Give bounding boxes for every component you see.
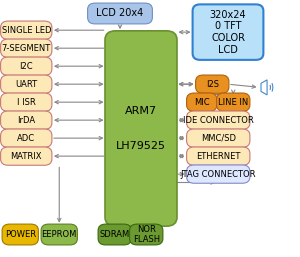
FancyBboxPatch shape xyxy=(1,39,52,57)
FancyBboxPatch shape xyxy=(98,224,131,245)
Text: LCD 20x4: LCD 20x4 xyxy=(96,8,144,19)
Text: MATRIX: MATRIX xyxy=(11,152,42,161)
Text: POWER: POWER xyxy=(5,230,36,239)
Text: MMC/SD: MMC/SD xyxy=(201,134,236,143)
Text: NOR
FLASH: NOR FLASH xyxy=(133,225,160,244)
Text: SDRAM: SDRAM xyxy=(100,230,130,239)
FancyBboxPatch shape xyxy=(2,224,38,245)
FancyBboxPatch shape xyxy=(196,75,229,93)
Text: MIC: MIC xyxy=(194,98,210,107)
FancyBboxPatch shape xyxy=(130,224,163,245)
FancyBboxPatch shape xyxy=(187,93,217,111)
FancyBboxPatch shape xyxy=(41,224,77,245)
FancyBboxPatch shape xyxy=(1,21,52,39)
FancyBboxPatch shape xyxy=(193,4,263,60)
Text: IDE CONNECTOR: IDE CONNECTOR xyxy=(183,116,254,125)
FancyBboxPatch shape xyxy=(1,147,52,165)
FancyBboxPatch shape xyxy=(187,165,250,183)
FancyBboxPatch shape xyxy=(187,111,250,129)
FancyBboxPatch shape xyxy=(1,75,52,93)
Text: I ISR: I ISR xyxy=(17,98,36,107)
Text: ADC: ADC xyxy=(17,134,35,143)
FancyBboxPatch shape xyxy=(1,111,52,129)
Text: JTAG CONNECTOR: JTAG CONNECTOR xyxy=(181,170,256,179)
FancyBboxPatch shape xyxy=(1,93,52,111)
Text: LINE IN: LINE IN xyxy=(218,98,248,107)
Polygon shape xyxy=(261,80,267,95)
FancyBboxPatch shape xyxy=(217,93,250,111)
Text: UART: UART xyxy=(15,80,37,89)
Text: 320x24
0 TFT
COLOR
LCD: 320x24 0 TFT COLOR LCD xyxy=(210,10,246,54)
Text: LH79525: LH79525 xyxy=(116,142,166,151)
Text: I2S: I2S xyxy=(206,80,219,89)
FancyBboxPatch shape xyxy=(1,129,52,147)
Text: SINGLE LED: SINGLE LED xyxy=(2,26,51,35)
Text: ETHERNET: ETHERNET xyxy=(196,152,240,161)
Text: IrDA: IrDA xyxy=(17,116,35,125)
FancyBboxPatch shape xyxy=(1,57,52,75)
Text: EEPROM: EEPROM xyxy=(42,230,77,239)
Text: I2C: I2C xyxy=(20,62,33,71)
FancyBboxPatch shape xyxy=(105,31,177,226)
FancyBboxPatch shape xyxy=(187,129,250,147)
Text: ARM7: ARM7 xyxy=(125,106,157,115)
FancyBboxPatch shape xyxy=(187,147,250,165)
Text: 7-SEGMENT: 7-SEGMENT xyxy=(2,44,51,53)
FancyBboxPatch shape xyxy=(88,3,152,24)
